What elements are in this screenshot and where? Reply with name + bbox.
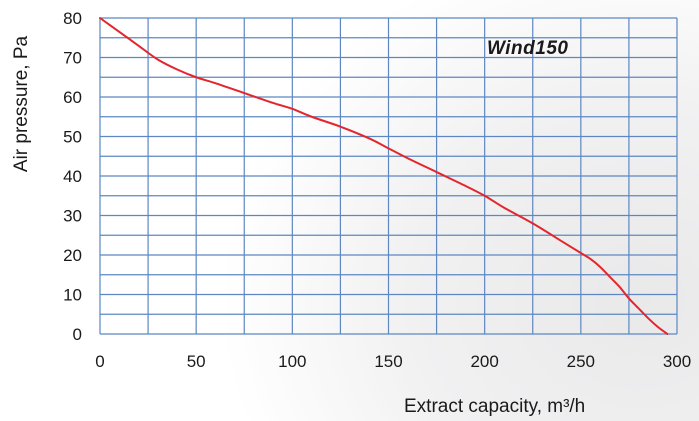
y-tick-label: 0 bbox=[73, 325, 82, 344]
x-tick-label: 300 bbox=[663, 352, 691, 371]
y-tick-label: 80 bbox=[63, 9, 82, 28]
series-line bbox=[99, 17, 669, 335]
y-tick-label: 10 bbox=[63, 286, 82, 305]
y-tick-label: 50 bbox=[63, 128, 82, 147]
x-tick-label: 50 bbox=[187, 352, 206, 371]
y-tick-label: 20 bbox=[63, 246, 82, 265]
y-axis-title: Air pressure, Pa bbox=[11, 35, 32, 172]
y-tick-labels: 0 10 20 30 40 50 60 70 80 bbox=[63, 9, 82, 344]
x-tick-label: 250 bbox=[567, 352, 595, 371]
y-tick-label: 70 bbox=[63, 49, 82, 68]
x-tick-label: 0 bbox=[95, 352, 104, 371]
y-tick-label: 40 bbox=[63, 167, 82, 186]
x-axis-title: Extract capacity, m³/h bbox=[404, 396, 585, 417]
grid bbox=[99, 17, 678, 335]
x-tick-label: 200 bbox=[470, 352, 498, 371]
chart-annotation: Wind150 bbox=[487, 38, 568, 59]
x-tick-label: 100 bbox=[278, 352, 306, 371]
x-tick-label: 150 bbox=[374, 352, 402, 371]
x-tick-labels: 0 50 100 150 200 250 300 bbox=[95, 352, 691, 371]
y-tick-label: 60 bbox=[63, 88, 82, 107]
y-tick-label: 30 bbox=[63, 207, 82, 226]
